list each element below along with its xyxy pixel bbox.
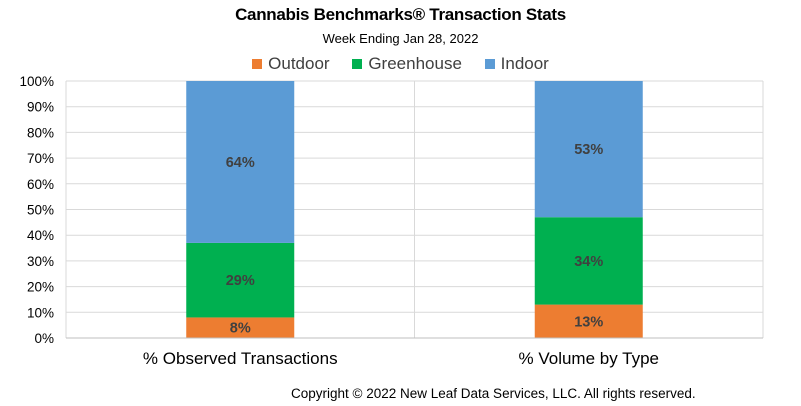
y-tick-label: 30% xyxy=(27,254,54,269)
copyright-notice: Copyright © 2022 New Leaf Data Services,… xyxy=(291,386,696,401)
data-label: 53% xyxy=(574,142,603,158)
legend-item-greenhouse: Greenhouse xyxy=(352,54,462,74)
legend-label-indoor: Indoor xyxy=(500,54,549,73)
bar-segment-outdoor xyxy=(534,304,643,338)
bar-segment-outdoor xyxy=(186,317,295,338)
bar-segment-indoor xyxy=(186,81,295,243)
y-tick-label: 100% xyxy=(19,74,54,89)
legend-item-indoor: Indoor xyxy=(484,54,549,74)
chart-title: Cannabis Benchmarks® Transaction Stats xyxy=(235,5,566,24)
legend-swatch-outdoor xyxy=(252,59,263,69)
legend-item-outdoor: Outdoor xyxy=(252,54,330,74)
stacked-bar-chart: 0% 10% 20% 30% 40% 50% 60% 70% 80% 90% 100% 8% 29% 64… xyxy=(19,74,764,368)
x-category-label: % Observed Transactions xyxy=(143,349,338,368)
y-tick-label: 80% xyxy=(27,125,54,140)
bar-segment-greenhouse xyxy=(534,217,643,305)
legend-swatch-indoor xyxy=(484,59,495,69)
data-label: 13% xyxy=(574,314,603,330)
y-tick-label: 10% xyxy=(27,305,54,320)
y-tick-label: 20% xyxy=(27,280,54,295)
legend-label-outdoor: Outdoor xyxy=(268,54,330,73)
y-tick-label: 0% xyxy=(34,331,54,346)
y-tick-label: 60% xyxy=(27,177,54,192)
bar-segment-greenhouse xyxy=(186,242,295,318)
chart-legend: Outdoor Greenhouse Indoor xyxy=(0,54,801,74)
data-label: 8% xyxy=(230,321,251,337)
legend-label-greenhouse: Greenhouse xyxy=(368,54,462,73)
bar-segment-indoor xyxy=(534,81,643,218)
y-tick-label: 40% xyxy=(27,228,54,243)
y-tick-label: 70% xyxy=(27,151,54,166)
data-label: 64% xyxy=(226,155,255,171)
legend-swatch-greenhouse xyxy=(352,59,363,69)
data-label: 29% xyxy=(226,273,255,289)
data-label: 34% xyxy=(574,254,603,270)
chart-subtitle: Week Ending Jan 28, 2022 xyxy=(322,31,479,46)
y-tick-label: 90% xyxy=(27,100,54,115)
y-tick-label: 50% xyxy=(27,203,54,218)
x-category-label: % Volume by Type xyxy=(519,349,660,368)
